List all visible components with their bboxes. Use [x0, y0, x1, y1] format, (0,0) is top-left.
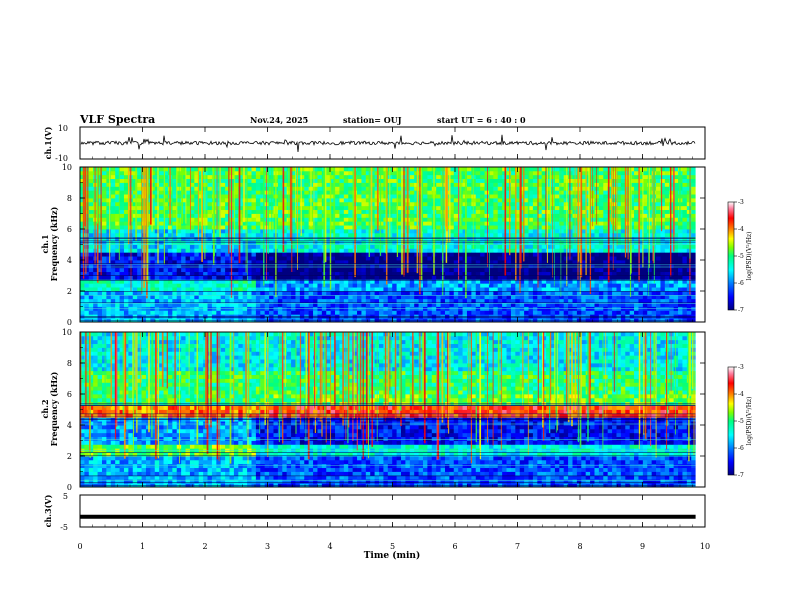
xtick-label: 4 — [327, 542, 332, 551]
ytick-label: 2 — [67, 287, 72, 296]
colorbar-tick-label: -7 — [738, 307, 744, 314]
xtick-label: 2 — [202, 542, 207, 551]
colorbar-tick-label: -4 — [738, 226, 744, 233]
colorbar-tick-label: -3 — [738, 364, 744, 371]
ch1-ytick-bottom: -10 — [55, 154, 68, 163]
ytick-label: 2 — [67, 452, 72, 461]
ch3-ytick-top: 5 — [63, 492, 68, 501]
colorbar-tick-label: -5 — [738, 253, 744, 260]
xtick-label: 1 — [140, 542, 145, 551]
ch3-ytick-bottom: -5 — [60, 523, 68, 532]
ytick-label: 6 — [67, 390, 72, 399]
xtick-label: 7 — [515, 542, 520, 551]
colorbar-ch2-ticks: -3 -4 -5 -6 -7 — [734, 364, 744, 479]
colorbar-tick-label: -4 — [738, 391, 744, 398]
ytick-label: 4 — [67, 256, 72, 265]
ch1-ytick-top: 10 — [58, 124, 68, 133]
ytick-label: 10 — [62, 163, 72, 172]
ytick-label: 0 — [67, 318, 72, 327]
ch1-spectrogram-panel: 0 2 4 6 8 10 ch.1 Frequency (kHz) — [40, 163, 706, 327]
station-label: station= OUJ — [343, 115, 402, 125]
ytick-label: 0 — [67, 483, 72, 492]
ch2-spectrogram — [80, 332, 705, 488]
ch2-spectrogram-panel: 0 2 4 6 8 10 ch.2 Frequency (kHz) — [40, 328, 706, 492]
ch1-channel-label: ch.1 — [40, 234, 50, 253]
date-label: Nov.24, 2025 — [250, 115, 308, 125]
ch1-spec-yticks: 0 2 4 6 8 10 — [62, 163, 705, 327]
ch1-waveform-line — [80, 134, 696, 152]
colorbar-ch2-gradient — [727, 366, 735, 476]
xtick-label: 5 — [390, 542, 395, 551]
xtick-label: 3 — [265, 542, 270, 551]
colorbar-tick-label: -3 — [738, 199, 744, 206]
xtick-label: 6 — [452, 542, 457, 551]
ytick-label: 4 — [67, 421, 72, 430]
ch1-wave-ylabel: ch.1(V) — [43, 126, 53, 159]
colorbar-ch1-gradient — [727, 201, 735, 311]
ch3-wave-ylabel: ch.3(V) — [43, 494, 53, 527]
colorbar-tick-label: -6 — [738, 445, 744, 452]
colorbar-tick-label: -5 — [738, 418, 744, 425]
ch1-freq-label: Frequency (kHz) — [49, 206, 59, 281]
colorbar-ch2-label: log(PSD)(V²/Hz) — [746, 397, 753, 446]
x-axis-label: Time (min) — [364, 550, 421, 561]
colorbar-ch1-ticks: -3 -4 -5 -6 -7 — [734, 199, 744, 314]
ytick-label: 8 — [67, 194, 72, 203]
xtick-label: 9 — [640, 542, 645, 551]
xtick-label: 10 — [700, 542, 710, 551]
figure-title: VLF Spectra — [79, 113, 155, 126]
ch1-spectrogram — [80, 167, 705, 323]
x-axis: 0 1 2 3 4 5 6 7 8 9 10 — [77, 127, 710, 551]
colorbar-ch1-label: log(PSD)(V²/Hz) — [746, 232, 753, 281]
colorbar-ch2: -3 -4 -5 -6 -7 log(PSD)(V²/Hz) — [727, 364, 753, 479]
ytick-label: 6 — [67, 225, 72, 234]
colorbar-ch1: -3 -4 -5 -6 -7 log(PSD)(V²/Hz) — [727, 199, 753, 314]
colorbar-tick-label: -6 — [738, 280, 744, 287]
start-time-label: start UT = 6 : 40 : 0 — [437, 115, 526, 125]
ch2-channel-label: ch.2 — [40, 399, 50, 418]
colorbar-tick-label: -7 — [738, 472, 744, 479]
ytick-label: 8 — [67, 359, 72, 368]
ch2-freq-label: Frequency (kHz) — [49, 371, 59, 446]
ytick-label: 10 — [62, 328, 72, 337]
ch2-spec-yticks: 0 2 4 6 8 10 — [62, 328, 705, 492]
ch3-waveform-panel: 5 -5 ch.3(V) — [43, 492, 706, 532]
xtick-label: 0 — [77, 542, 82, 551]
xtick-label: 8 — [577, 542, 582, 551]
